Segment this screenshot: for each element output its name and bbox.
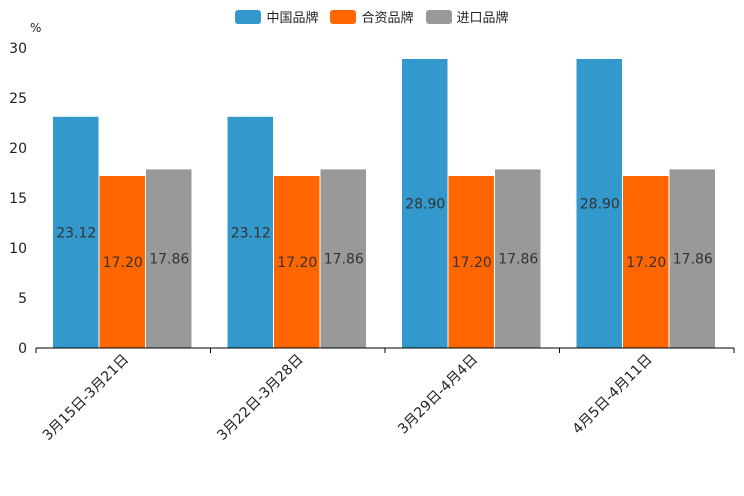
legend-item-import[interactable]: 进口品牌	[425, 7, 509, 26]
y-axis-unit: %	[30, 21, 42, 35]
legend-swatch-import	[425, 9, 452, 24]
bar-2-2	[495, 169, 541, 348]
y-tick-label: 5	[18, 291, 27, 307]
bar-0-1	[227, 116, 273, 348]
data-label: 17.20	[103, 255, 143, 271]
bar-2-0	[146, 169, 192, 348]
legend-item-joint[interactable]: 合资品牌	[330, 7, 414, 26]
y-tick-label: 30	[9, 41, 27, 57]
data-label: 28.90	[405, 197, 445, 213]
legend-swatch-china	[235, 9, 262, 24]
y-tick-label: 25	[9, 91, 27, 107]
legend: 中国品牌 合资品牌 进口品牌	[0, 7, 744, 26]
legend-label-joint: 合资品牌	[361, 11, 414, 26]
data-label: 23.12	[56, 225, 96, 241]
data-label: 17.86	[149, 252, 189, 268]
bar-1-2	[448, 176, 494, 348]
data-label: 17.20	[626, 255, 666, 271]
data-label: 23.12	[231, 225, 271, 241]
y-tick-label: 0	[18, 341, 27, 357]
bar-0-2	[402, 59, 448, 348]
x-tick-label: 4月5日-4月11日	[570, 352, 656, 438]
legend-swatch-joint	[330, 9, 357, 24]
bar-1-1	[274, 176, 320, 348]
bar-0-0	[53, 116, 99, 348]
legend-label-import: 进口品牌	[456, 11, 509, 26]
y-tick-label: 20	[9, 141, 27, 157]
data-label: 28.90	[580, 197, 620, 213]
x-tick-label: 3月22日-3月28日	[214, 352, 306, 444]
data-label: 17.20	[452, 255, 492, 271]
data-label: 17.86	[324, 252, 364, 268]
bar-2-3	[669, 169, 715, 348]
bar-2-1	[320, 169, 366, 348]
bar-0-3	[576, 59, 622, 348]
y-tick-label: 10	[9, 241, 27, 257]
data-label: 17.86	[673, 252, 713, 268]
data-label: 17.86	[498, 252, 538, 268]
x-tick-label: 3月29日-4月4日	[395, 352, 481, 438]
data-label: 17.20	[277, 255, 317, 271]
x-tick-label: 3月15日-3月21日	[40, 352, 132, 444]
legend-label-china: 中国品牌	[266, 11, 319, 26]
bar-1-3	[623, 176, 669, 348]
bar-1-0	[99, 176, 145, 348]
y-tick-label: 15	[9, 191, 27, 207]
legend-item-china[interactable]: 中国品牌	[235, 7, 318, 26]
